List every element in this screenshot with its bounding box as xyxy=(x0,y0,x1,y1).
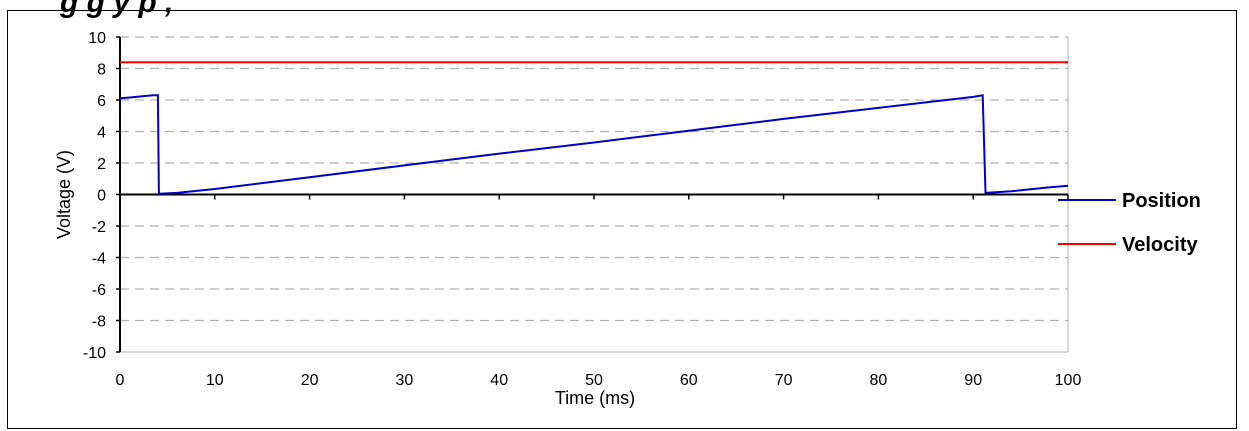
legend: Position Velocity xyxy=(1058,190,1201,256)
x-tick-label-90: 90 xyxy=(964,372,982,389)
y-tick-label-0: 0 xyxy=(97,188,106,205)
x-tick-label-10: 10 xyxy=(206,372,224,389)
series-line-position xyxy=(119,94,1069,195)
y-tick-label-2: 2 xyxy=(97,156,106,173)
y-tick-label-10: 10 xyxy=(88,30,106,47)
x-tick-label-50: 50 xyxy=(585,372,603,389)
y-axis-title: Voltage (V) xyxy=(54,150,74,239)
x-axis-ticks: 0 10 20 30 40 50 60 70 80 90 100 xyxy=(116,194,1082,389)
y-tick-label-4: 4 xyxy=(97,125,106,142)
x-tick-label-80: 80 xyxy=(870,372,888,389)
y-tick-label--4: -4 xyxy=(92,251,106,268)
series-lines xyxy=(119,61,1069,195)
y-tick-label-6: 6 xyxy=(97,93,106,110)
x-axis-title: Time (ms) xyxy=(555,388,635,408)
y-axis-ticks: 10 8 6 4 2 0 -2 -4 -6 -8 -10 xyxy=(83,30,120,362)
y-tick-label--10: -10 xyxy=(83,345,106,362)
legend-label-position: Position xyxy=(1122,190,1201,212)
x-tick-label-0: 0 xyxy=(116,372,125,389)
y-tick-label--8: -8 xyxy=(92,314,106,331)
x-tick-label-100: 100 xyxy=(1055,372,1082,389)
legend-label-velocity: Velocity xyxy=(1122,234,1198,256)
chart-frame xyxy=(7,10,1237,429)
y-tick-label-8: 8 xyxy=(97,62,106,79)
x-tick-label-30: 30 xyxy=(396,372,414,389)
y-tick-label--2: -2 xyxy=(92,219,106,236)
y-tick-label--6: -6 xyxy=(92,282,106,299)
chart-title-fragment: g g y p , xyxy=(60,0,174,19)
title-strip: g g y p , xyxy=(0,0,1249,19)
x-tick-label-60: 60 xyxy=(680,372,698,389)
grid-lines xyxy=(119,36,1069,353)
x-tick-label-70: 70 xyxy=(775,372,793,389)
x-tick-label-20: 20 xyxy=(301,372,319,389)
x-tick-label-40: 40 xyxy=(490,372,508,389)
